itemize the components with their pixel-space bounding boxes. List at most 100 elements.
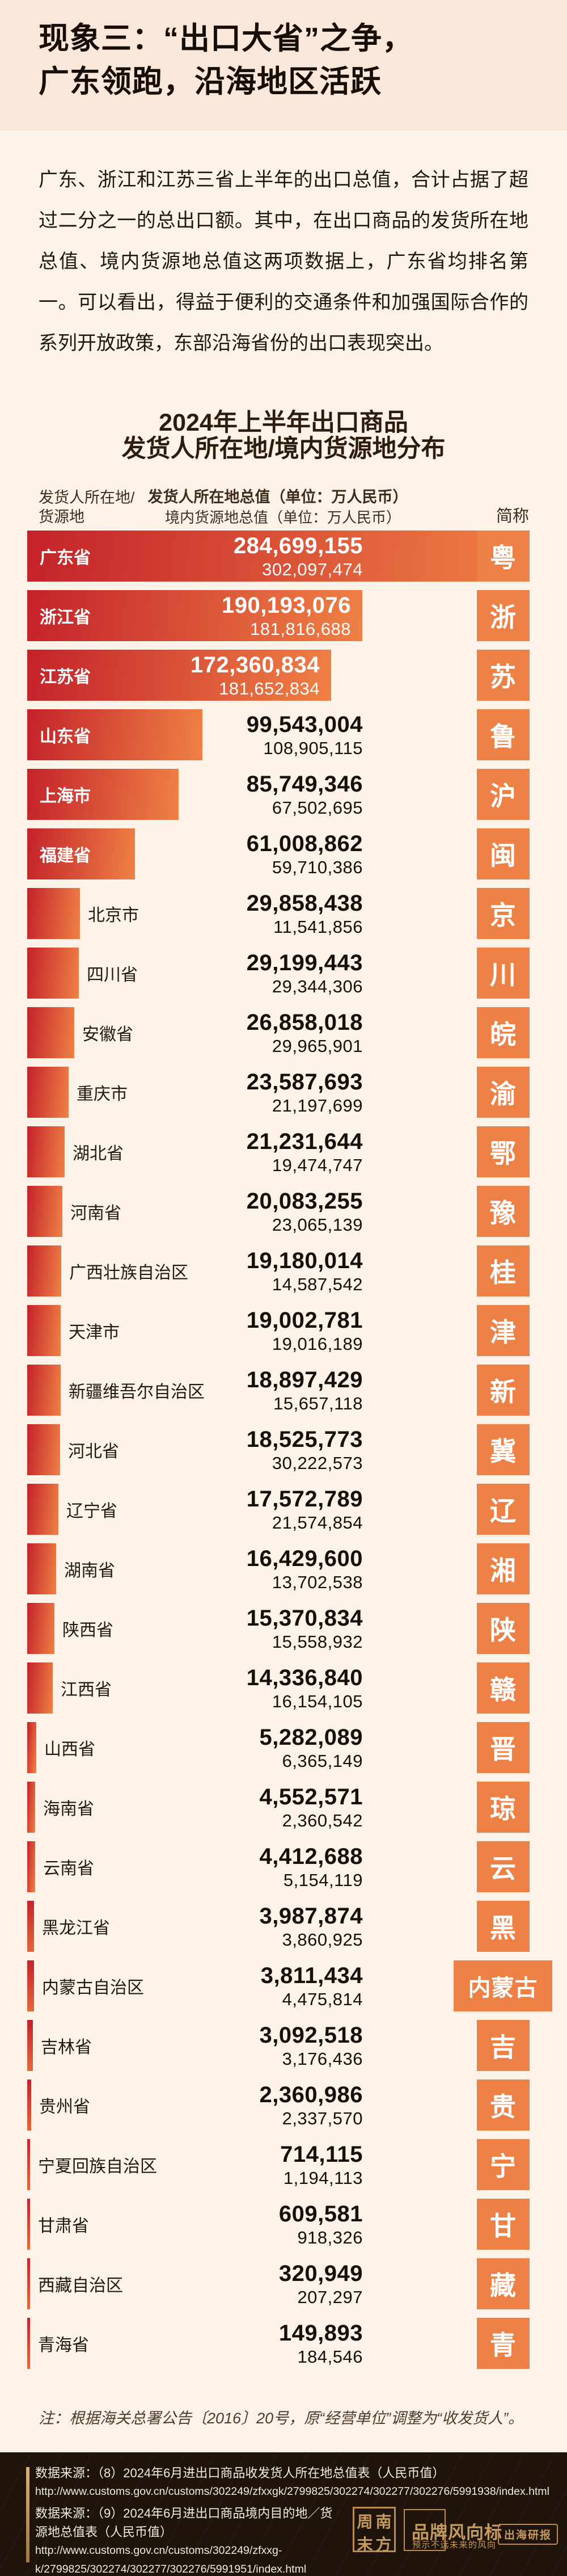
province-name: 广西壮族自治区 [69,1264,188,1282]
origin-value: 4,552,571 [259,1784,363,1809]
chart-title: 2024年上半年出口商品 发货人所在地/境内货源地分布 [0,410,567,462]
southern-weekly-seal-logo: 周南末方 [353,2507,396,2554]
province-name: 陕西省 [62,1621,113,1640]
chart-row: 闽福建省 61,008,862 59,710,386 [0,828,567,879]
brand-logo-title: 品牌风向标 [412,2523,502,2543]
chart-row: 苏江苏省 172,360,834 181,652,834 [0,650,567,701]
value-bar [27,888,80,939]
origin-value: 714,115 [280,2141,363,2167]
source-value: 6,365,149 [282,1750,363,1771]
origin-value: 99,543,004 [246,712,363,737]
province-abbr-box: 辽 [476,1484,530,1535]
source-value: 2,360,542 [282,1810,363,1830]
chart-row: 鄂湖北省 21,231,644 19,474,747 [0,1126,567,1177]
province-abbr-box: 内蒙古 [454,1960,552,2011]
province-name: 海南省 [43,1800,94,1819]
source-value: 29,344,306 [272,976,363,996]
province-name: 山西省 [44,1740,95,1759]
legend-abbr-label: 简称 [496,507,529,525]
province-name: 北京市 [88,906,139,925]
source-value: 5,154,119 [283,1870,363,1890]
value-bar [27,1662,53,1714]
province-name: 江西省 [61,1681,112,1699]
province-name: 天津市 [69,1323,120,1342]
origin-value: 17,572,789 [246,1486,363,1512]
province-name: 内蒙古自治区 [42,1979,144,1997]
chart-row: 津天津市 19,002,781 19,016,189 [0,1305,567,1356]
legend-series-labels: 发货人所在地总值（单位：万人民币） 境内货源地总值（单位：万人民币） [113,488,442,527]
source-value: 181,652,834 [219,678,320,698]
province-abbr-box: 津 [476,1305,530,1356]
province-name: 甘肃省 [38,2217,89,2236]
province-name: 辽宁省 [66,1502,117,1521]
origin-value: 16,429,600 [246,1546,363,1571]
origin-value: 3,987,874 [259,1903,363,1929]
value-bar [27,590,362,641]
value-bar [27,1543,56,1594]
value-bar [27,1782,35,1833]
source-value: 67,502,695 [272,797,363,818]
province-abbr-box: 冀 [476,1424,530,1475]
source-url: http://www.customs.gov.cn/customs/302249… [35,2485,549,2498]
province-name: 新疆维吾尔自治区 [69,1383,205,1401]
chart-row: 琼海南省 4,552,571 2,360,542 [0,1782,567,1833]
source-label: 数据来源：（9）2024年6月进出口商品境内目的地／货 [35,2506,333,2520]
chart-row: 藏西藏自治区 320,949 207,297 [0,2258,567,2309]
source-value: 108,905,115 [263,738,363,758]
value-labels: 26,858,018 29,965,901 [0,1007,363,1058]
source-label: 源地总值表（人民币值） [35,2525,173,2539]
province-abbr-box: 甘 [476,2199,530,2250]
province-abbr-box: 赣 [476,1662,530,1714]
province-name: 云南省 [43,1859,94,1878]
value-labels: 3,987,874 3,860,925 [0,1901,363,1952]
province-abbr-box: 苏 [476,650,530,701]
value-bar [27,1424,60,1475]
source-value: 3,860,925 [282,1929,363,1950]
province-name: 山东省 [40,727,91,746]
province-name: 浙江省 [40,608,91,627]
chart-row: 宁宁夏回族自治区 714,115 1,194,113 [0,2139,567,2190]
value-bar [27,2258,30,2309]
origin-value: 20,083,255 [246,1188,363,1214]
value-bar [27,1067,69,1118]
data-sources: 数据来源：（8）2024年6月进出口商品收发货人所在地总值表（人民币值） http… [35,2464,549,2576]
chart-row: 辽辽宁省 17,572,789 21,574,854 [0,1484,567,1535]
source-value: 3,176,436 [282,2048,363,2069]
value-bar [27,709,202,760]
province-name: 四川省 [87,966,138,984]
page-title-line2: 广东领跑，沿海地区活跃 [39,65,382,99]
origin-value: 14,336,840 [246,1665,363,1690]
value-labels: 19,002,781 19,016,189 [0,1305,363,1356]
origin-value: 149,893 [278,2320,363,2346]
province-abbr-box: 鲁 [476,709,530,760]
value-labels: 149,893 184,546 [0,2318,363,2369]
value-labels: 2,360,986 2,337,570 [0,2080,363,2131]
value-labels: 16,429,600 13,702,538 [0,1543,363,1594]
province-abbr-box: 渝 [476,1067,530,1118]
value-labels: 172,360,834 181,652,834 [0,650,320,701]
seal-character: 方 [375,2535,392,2554]
province-abbr-box: 浙 [476,590,530,641]
chart-row: 皖安徽省 26,858,018 29,965,901 [0,1007,567,1058]
origin-value: 29,858,438 [246,890,363,916]
chart-row: 甘甘肃省 609,581 918,326 [0,2199,567,2250]
footnote: 注：根据海关总署公告〔2016〕20号，原“经营单位”调整为“收发货人”。 [39,2410,524,2427]
source-value: 19,016,189 [272,1333,363,1354]
province-name: 西藏自治区 [38,2276,123,2295]
origin-value: 19,002,781 [246,1307,363,1333]
source-value: 16,154,105 [272,1691,363,1711]
value-bar [27,1901,34,1952]
value-labels: 29,858,438 11,541,856 [0,888,363,939]
chart-row: 湘湖南省 16,429,600 13,702,538 [0,1543,567,1594]
source-url: k/2799825/302274/302277/302276/5991951/i… [35,2563,307,2575]
source-value: 4,475,814 [282,1989,363,2009]
report-badge: 出海研报 [498,2524,558,2545]
origin-value: 284,699,155 [234,533,363,558]
value-bar [27,1722,36,1773]
origin-value: 21,231,644 [246,1129,363,1154]
source-label: 数据来源：（8）2024年6月进出口商品收发货人所在地总值表（人民币值） [35,2466,445,2480]
value-bar [27,2139,30,2190]
province-abbr-box: 鄂 [476,1126,530,1177]
value-bar [27,1186,62,1237]
